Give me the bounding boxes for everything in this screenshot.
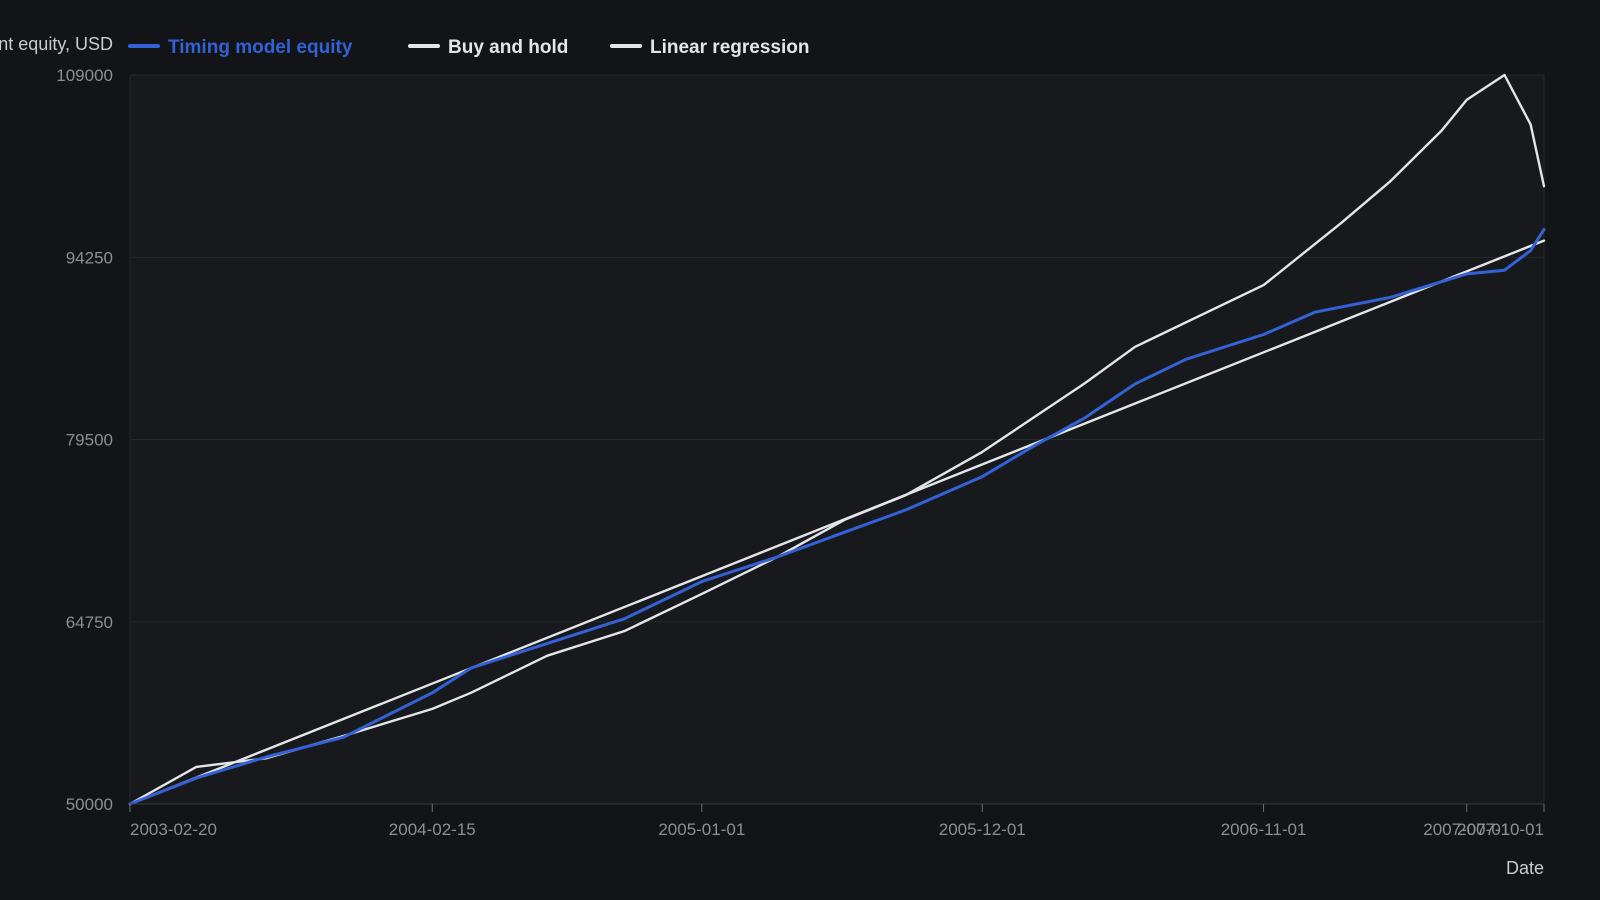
x-tick-label: 2003-02-20: [130, 820, 217, 839]
legend: Account equity, USD Timing model equity B…: [0, 34, 809, 58]
x-tick-label: 2007-10-01: [1457, 820, 1544, 839]
x-axis-title: Date: [1506, 858, 1544, 878]
x-tick-label: 2004-02-15: [389, 820, 476, 839]
series-lines: [128, 73, 1546, 806]
legend-label: Buy and hold: [448, 37, 568, 58]
x-tick-label: 2005-01-01: [658, 820, 745, 839]
y-axis-title: Account equity, USD: [0, 34, 113, 54]
series-line-linear-regression: [128, 239, 1546, 806]
y-tick-label: 94250: [66, 248, 113, 267]
x-axis: 2003-02-20 2004-02-15 2005-01-01 2005-12-01…: [129, 803, 1545, 839]
legend-label: Linear regression: [650, 37, 809, 58]
y-tick-label: 109000: [56, 66, 113, 85]
y-tick-label: 64750: [66, 613, 113, 632]
x-tick-label: 2006-11-01: [1221, 820, 1307, 839]
y-tick-label: 50000: [66, 795, 113, 814]
y-tick-label: 79500: [66, 431, 113, 450]
grid-lines: [130, 256, 1544, 623]
y-axis: 50000 64750 79500 94250 109000: [56, 66, 113, 814]
series-line-timing-model-equity: [128, 227, 1546, 806]
legend-label: Timing model equity: [168, 37, 353, 58]
x-tick-label: 2007-07-01: [1423, 820, 1510, 839]
x-tick-label: 2005-12-01: [939, 820, 1026, 839]
